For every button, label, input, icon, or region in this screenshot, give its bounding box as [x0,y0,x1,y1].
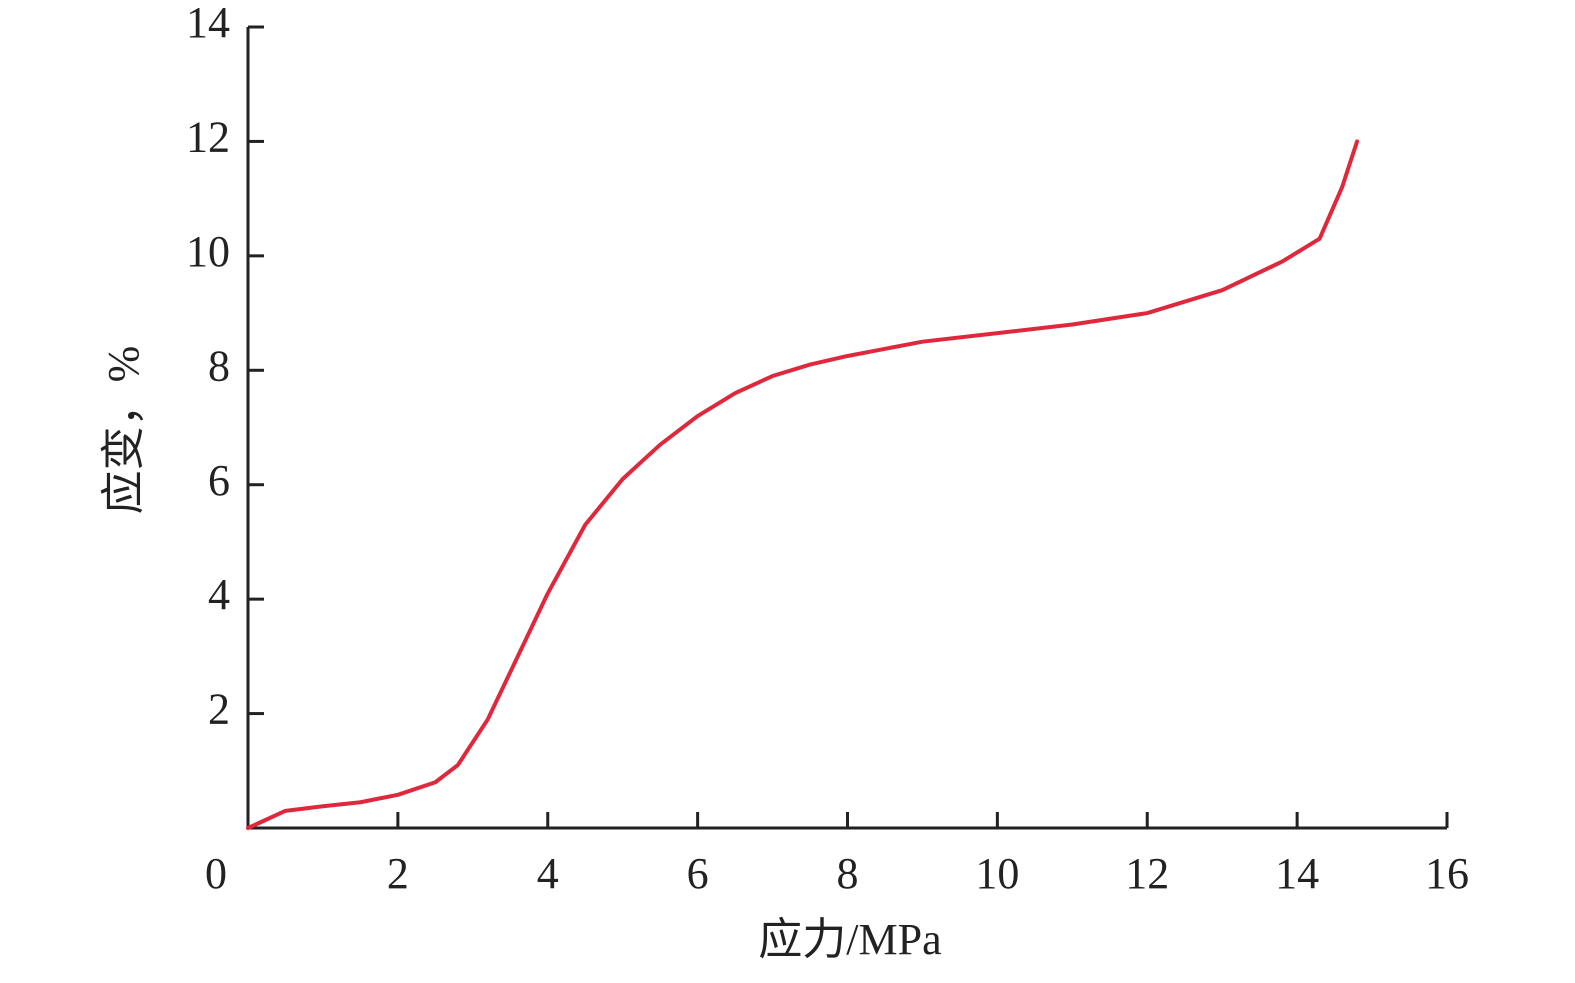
x-tick-label: 8 [837,849,859,898]
y-tick-label: 4 [208,570,230,619]
x-tick-label: 2 [387,849,409,898]
x-tick-label: 4 [537,849,559,898]
x-axis-label: 应力/MPa [758,915,941,964]
line [246,139,1360,830]
y-tick-label: 10 [186,227,230,276]
x-tick-label: 6 [687,849,709,898]
y-tick-label: 2 [208,685,230,734]
x-tick-label: 16 [1425,849,1469,898]
x-tick-label: 14 [1275,849,1319,898]
y-tick-label: 6 [208,456,230,505]
y-axis-label: 应变，% [99,346,148,515]
x-tick-label: 10 [975,849,1019,898]
y-tick-label: 12 [186,113,230,162]
x-tick-label: 12 [1125,849,1169,898]
y-tick-label: 8 [208,341,230,390]
x-tick-label: 0 [205,849,227,898]
y-tick-label: 14 [186,0,230,47]
